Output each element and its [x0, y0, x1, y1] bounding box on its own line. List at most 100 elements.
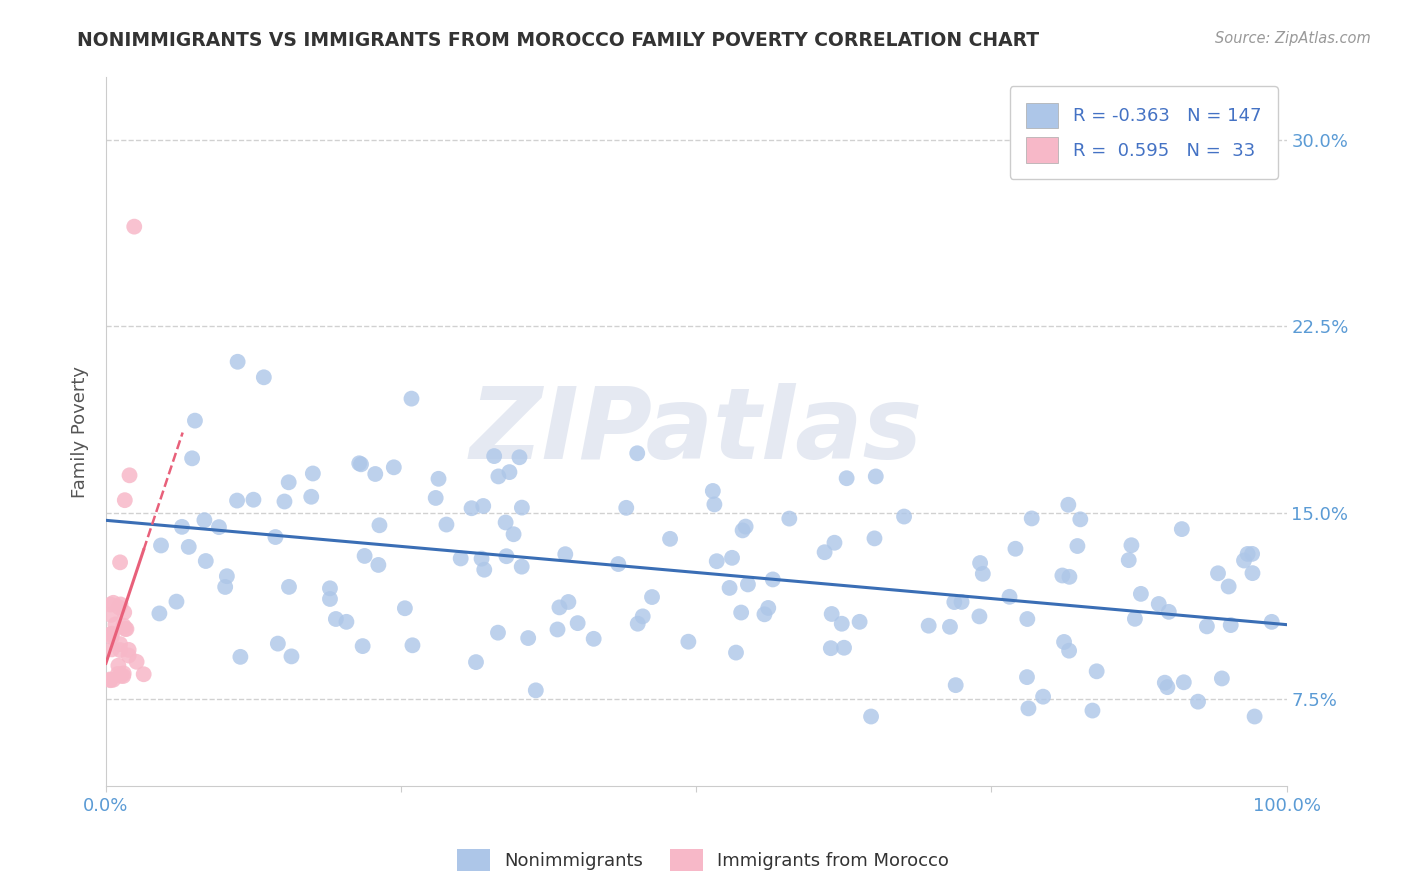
Legend: R = -0.363   N = 147, R =  0.595   N =  33: R = -0.363 N = 147, R = 0.595 N = 33	[1010, 87, 1278, 179]
Point	[627, 616, 650, 631]
Point	[101, 673, 124, 687]
Point	[1069, 512, 1091, 526]
Point	[486, 469, 509, 483]
Point	[350, 458, 373, 472]
Point	[101, 642, 124, 657]
Point	[353, 549, 375, 563]
Point	[721, 550, 744, 565]
Point	[508, 450, 530, 465]
Point	[108, 555, 131, 569]
Point	[208, 520, 231, 534]
Point	[425, 491, 447, 505]
Point	[278, 580, 301, 594]
Point	[117, 643, 139, 657]
Point	[132, 667, 155, 681]
Point	[626, 446, 648, 460]
Point	[367, 558, 389, 572]
Point	[114, 493, 136, 508]
Point	[112, 618, 135, 632]
Point	[969, 556, 991, 570]
Point	[110, 598, 132, 612]
Point	[1243, 709, 1265, 723]
Point	[1123, 612, 1146, 626]
Point	[1057, 643, 1080, 657]
Point	[1241, 566, 1264, 581]
Point	[335, 615, 357, 629]
Point	[969, 609, 991, 624]
Point	[177, 540, 200, 554]
Point	[382, 460, 405, 475]
Point	[470, 551, 492, 566]
Point	[465, 655, 488, 669]
Point	[820, 641, 842, 656]
Point	[427, 472, 450, 486]
Point	[103, 596, 125, 610]
Point	[730, 606, 752, 620]
Point	[754, 607, 776, 622]
Point	[631, 609, 654, 624]
Point	[108, 643, 131, 657]
Point	[460, 501, 482, 516]
Point	[678, 634, 700, 648]
Point	[1059, 570, 1081, 584]
Point	[115, 622, 138, 636]
Point	[554, 547, 576, 561]
Point	[821, 607, 844, 621]
Point	[1129, 587, 1152, 601]
Point	[100, 598, 122, 612]
Point	[394, 601, 416, 615]
Point	[567, 616, 589, 631]
Point	[824, 535, 846, 549]
Point	[731, 524, 754, 538]
Point	[364, 467, 387, 481]
Point	[148, 607, 170, 621]
Point	[495, 516, 517, 530]
Point	[1147, 597, 1170, 611]
Point	[302, 467, 325, 481]
Text: Source: ZipAtlas.com: Source: ZipAtlas.com	[1215, 31, 1371, 46]
Point	[607, 557, 630, 571]
Y-axis label: Family Poverty: Family Poverty	[72, 366, 89, 498]
Point	[267, 637, 290, 651]
Point	[1187, 695, 1209, 709]
Text: NONIMMIGRANTS VS IMMIGRANTS FROM MOROCCO FAMILY POVERTY CORRELATION CHART: NONIMMIGRANTS VS IMMIGRANTS FROM MOROCCO…	[77, 31, 1039, 50]
Point	[734, 519, 756, 533]
Point	[502, 527, 524, 541]
Point	[214, 580, 236, 594]
Point	[614, 500, 637, 515]
Point	[319, 582, 342, 596]
Point	[1066, 539, 1088, 553]
Point	[510, 500, 533, 515]
Point	[702, 483, 724, 498]
Point	[893, 509, 915, 524]
Point	[831, 616, 853, 631]
Point	[100, 673, 122, 688]
Point	[118, 648, 141, 663]
Point	[401, 392, 423, 406]
Point	[319, 592, 342, 607]
Point	[703, 497, 725, 511]
Point	[1218, 580, 1240, 594]
Point	[813, 545, 835, 559]
Point	[347, 456, 370, 470]
Point	[108, 600, 131, 615]
Point	[865, 469, 887, 483]
Point	[104, 617, 127, 632]
Point	[1118, 553, 1140, 567]
Point	[1195, 619, 1218, 633]
Point	[277, 475, 299, 490]
Point	[1015, 670, 1038, 684]
Point	[945, 678, 967, 692]
Point	[122, 219, 145, 234]
Point	[848, 615, 870, 629]
Point	[1153, 675, 1175, 690]
Point	[998, 590, 1021, 604]
Point	[472, 563, 495, 577]
Point	[1206, 566, 1229, 581]
Point	[835, 471, 858, 485]
Point	[1053, 635, 1076, 649]
Point	[1017, 701, 1039, 715]
Point	[101, 626, 124, 640]
Point	[253, 370, 276, 384]
Point	[229, 649, 252, 664]
